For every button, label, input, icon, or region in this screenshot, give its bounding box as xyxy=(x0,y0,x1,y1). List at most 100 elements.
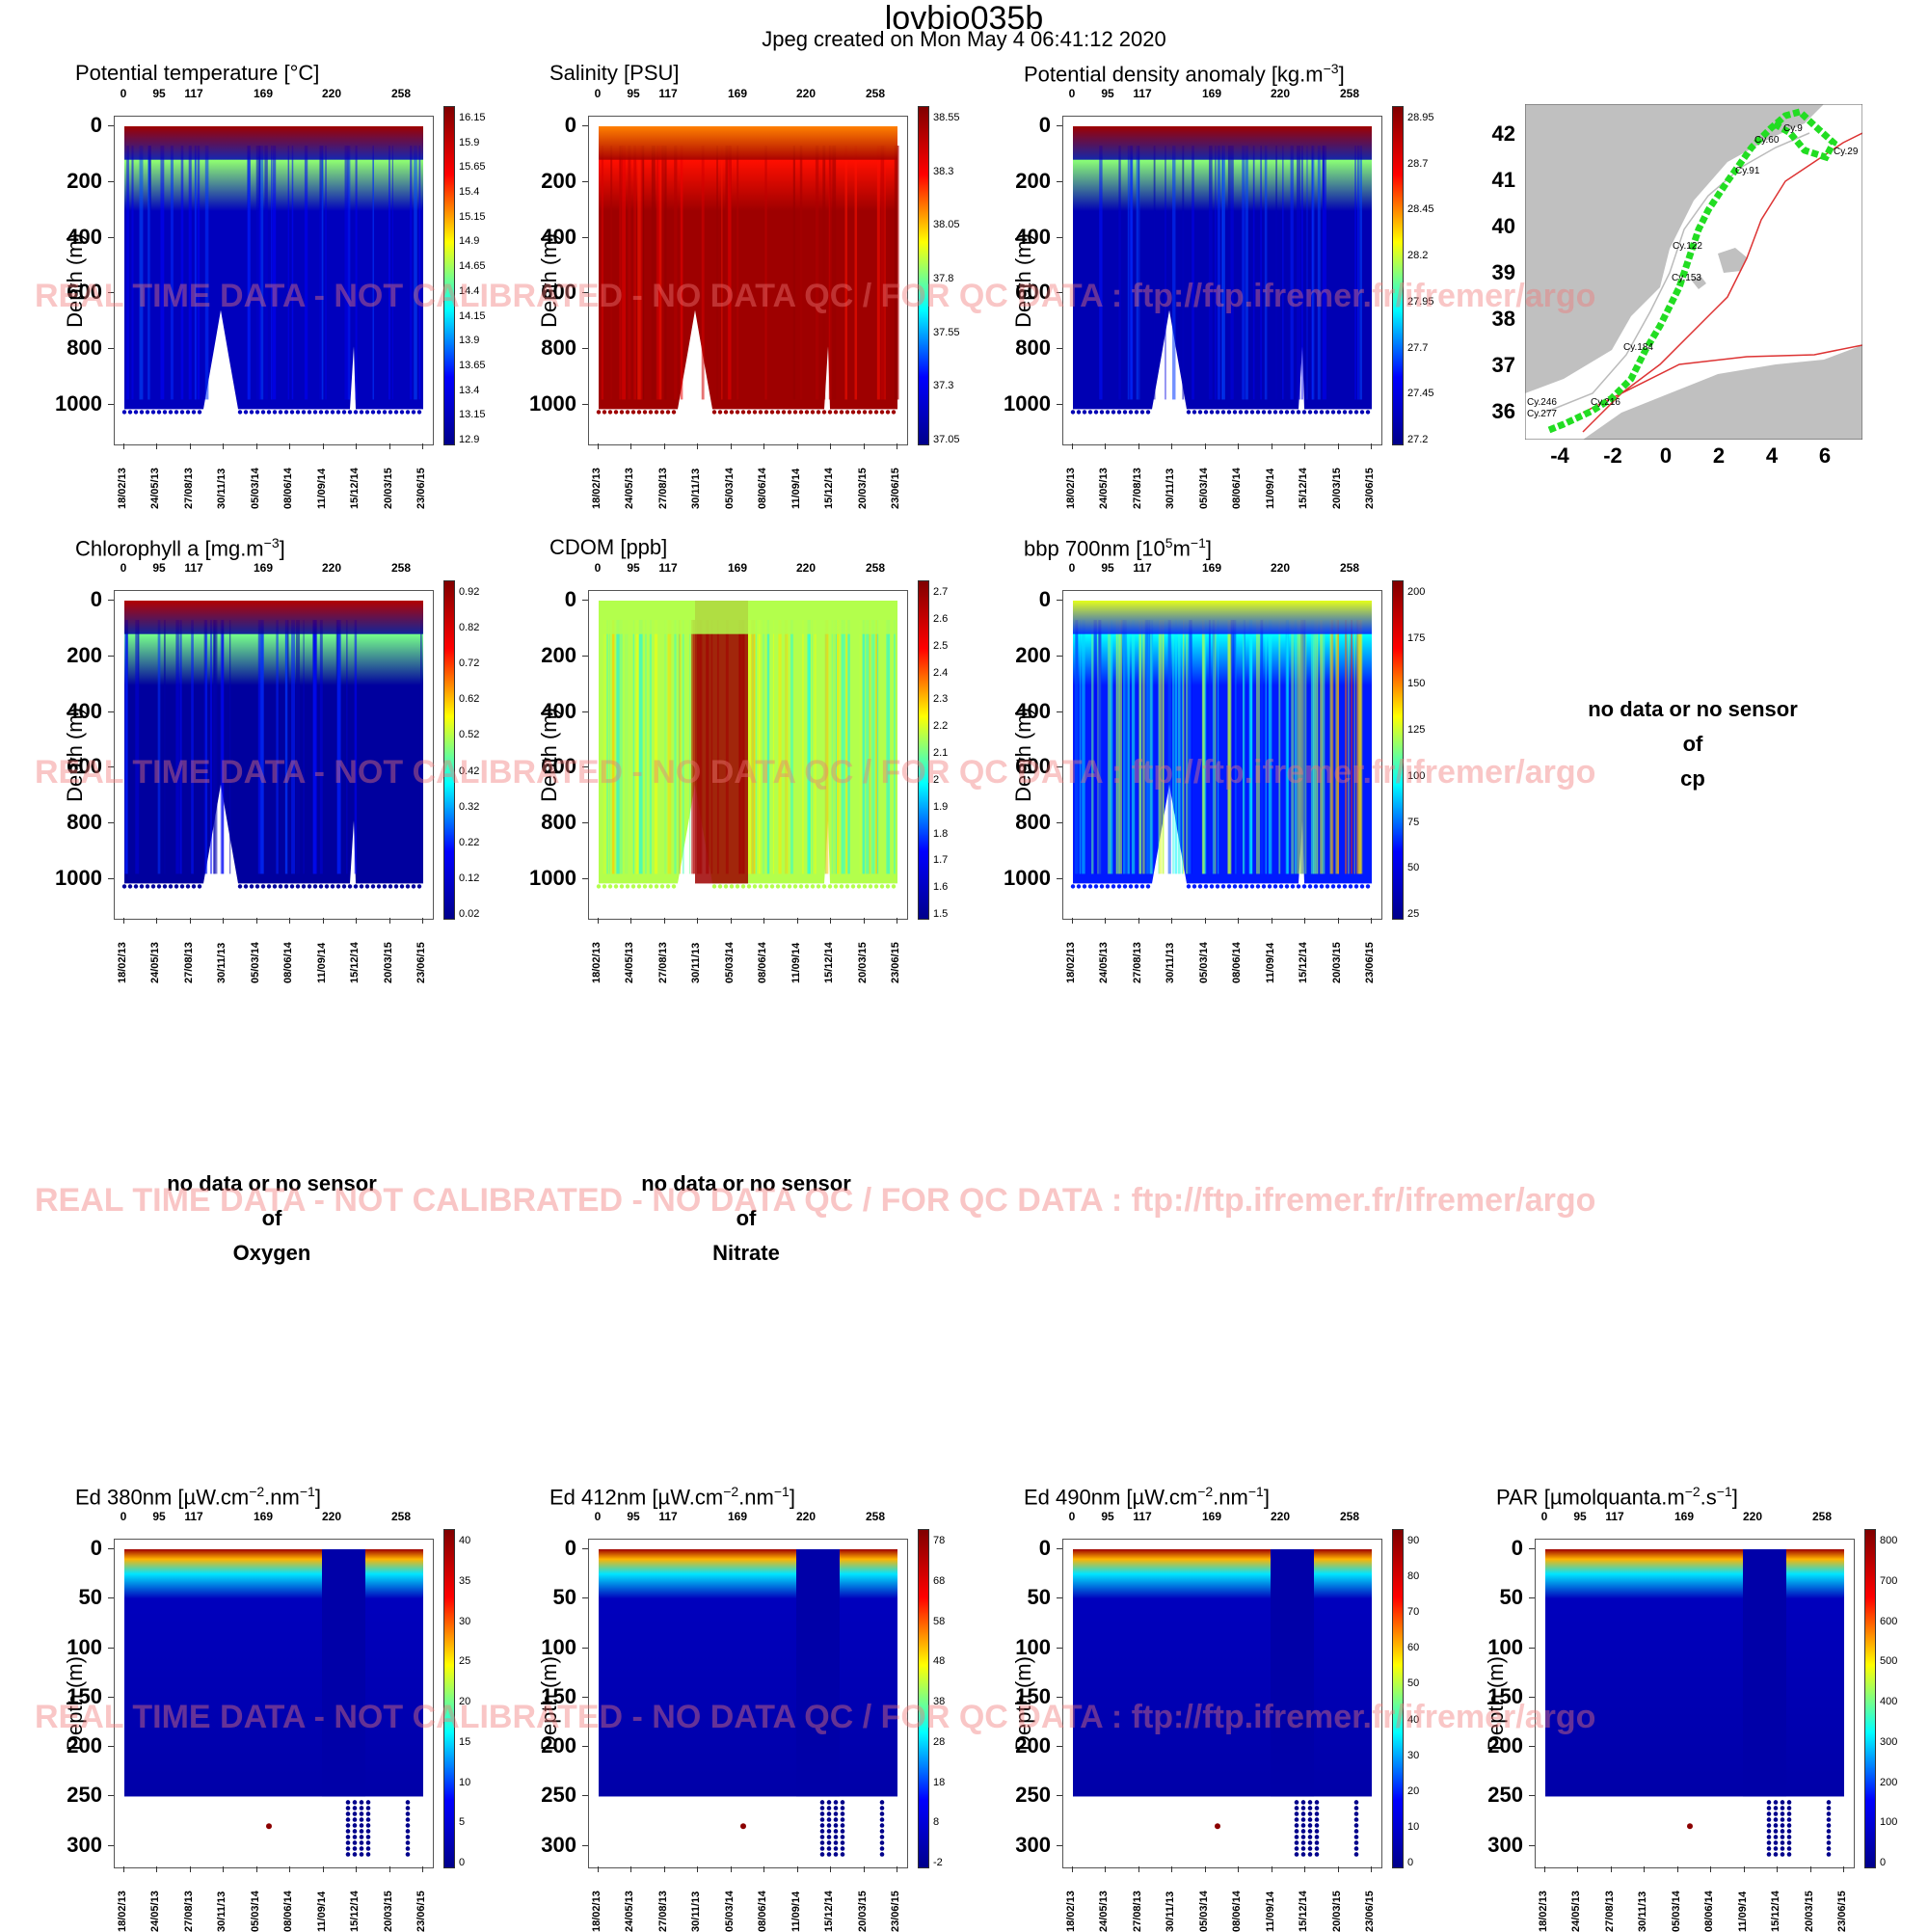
heatmap-area xyxy=(588,116,908,445)
date-tick-label: 27/08/13 xyxy=(656,468,669,509)
colorbar-tick-label: 58 xyxy=(933,1615,946,1627)
axis-tick xyxy=(1057,655,1062,657)
heatmap-svg xyxy=(1545,1549,1844,1857)
colorbar-tick-label: 0.02 xyxy=(459,908,480,920)
depth-tick-label: 600 xyxy=(541,280,576,305)
date-tick-label: 20/03/15 xyxy=(382,468,394,509)
colorbar-tick-label: 27.2 xyxy=(1407,434,1429,445)
date-tick-label: 08/06/14 xyxy=(282,468,295,509)
axis-tick xyxy=(108,180,114,182)
depth-tick-label: 1000 xyxy=(55,391,102,416)
colorbar-tick-label: 15.15 xyxy=(459,210,486,223)
chart-title: Ed 412nm [µW.cm−2.nm−1] xyxy=(549,1484,795,1510)
cycle-tick-label: 95 xyxy=(1101,87,1114,100)
date-tick-label: 24/05/13 xyxy=(1098,1891,1111,1932)
date-tick-label: 18/02/13 xyxy=(1538,1891,1549,1932)
colorbar xyxy=(1392,1529,1404,1868)
axis-tick xyxy=(189,1866,191,1872)
cycle-tick-label: 169 xyxy=(1201,1510,1222,1523)
axis-tick xyxy=(1138,918,1139,924)
axis-tick xyxy=(1304,443,1306,449)
axis-tick xyxy=(108,1746,114,1748)
axis-tick xyxy=(422,1866,423,1872)
chart-title: Chlorophyll a [mg.m−3] xyxy=(75,535,285,561)
colorbar-tick-label: 2.7 xyxy=(933,586,949,598)
depth-tick-label: 250 xyxy=(1015,1783,1051,1808)
axis-tick xyxy=(1105,1866,1107,1872)
cycle-tick-label: 258 xyxy=(390,1510,412,1523)
colorbar-tick-label: 8 xyxy=(933,1816,940,1829)
colorbar-tick-label: 5 xyxy=(459,1816,466,1829)
date-tick-label: 05/03/14 xyxy=(1670,1891,1682,1932)
depth-tick-label: 0 xyxy=(1038,1536,1051,1560)
colorbar-tick-label: 1.9 xyxy=(933,800,949,813)
axis-tick xyxy=(356,443,358,449)
axis-tick xyxy=(1057,766,1062,768)
axis-tick xyxy=(255,1866,257,1872)
axis-tick xyxy=(108,292,114,294)
depth-tick-label: 100 xyxy=(67,1634,102,1659)
axis-tick xyxy=(1171,1866,1173,1872)
date-tick-label: 18/02/13 xyxy=(117,942,128,983)
colorbar-tick-label: 40 xyxy=(459,1535,471,1546)
axis-tick xyxy=(582,180,588,182)
axis-tick xyxy=(730,918,732,924)
axis-tick xyxy=(1171,918,1173,924)
colorbar-tick-label: 300 xyxy=(1880,1735,1898,1748)
date-tick-label: 18/02/13 xyxy=(117,1891,128,1932)
axis-tick xyxy=(582,1647,588,1649)
axis-tick xyxy=(108,1597,114,1599)
date-tick-label: 11/09/14 xyxy=(1264,468,1276,509)
trajectory-map: Cy.9 Cy.60 Cy.29 Cy.91 Cy.122 Cy.153 Cy.… xyxy=(1492,103,1863,468)
axis-tick xyxy=(582,878,588,880)
map-cycle-label: Cy.9 xyxy=(1783,123,1803,134)
colorbar-tick-label: 37.55 xyxy=(933,326,960,338)
colorbar xyxy=(918,1529,929,1868)
date-tick-label: 27/08/13 xyxy=(182,468,195,509)
axis-tick xyxy=(1238,443,1240,449)
cycle-tick-label: 220 xyxy=(321,1510,342,1523)
colorbar-tick-label: 2.5 xyxy=(933,639,949,652)
cycle-tick-label: 258 xyxy=(1339,561,1360,575)
colorbar-tick-label: 10 xyxy=(459,1776,471,1788)
axis-tick xyxy=(123,918,124,924)
date-tick-label: 24/05/13 xyxy=(624,468,636,509)
cycle-tick-label: 117 xyxy=(658,1510,678,1523)
chart-title: CDOM [ppb] xyxy=(549,535,668,559)
axis-tick xyxy=(663,443,665,449)
colorbar-tick-label: 38.05 xyxy=(933,219,960,231)
map-cycle-label: Cy.91 xyxy=(1735,166,1760,176)
depth-tick-label: 200 xyxy=(1487,1733,1523,1758)
colorbar-tick-label: 38.55 xyxy=(933,112,960,123)
nodata-oxygen: no data or no sensor of Oxygen xyxy=(167,1171,377,1265)
date-tick-label: 11/09/14 xyxy=(790,468,802,509)
colorbar-tick-label: 48 xyxy=(933,1655,946,1668)
axis-tick xyxy=(630,443,632,449)
colorbar-tick-label: 1.8 xyxy=(933,827,949,840)
axis-tick xyxy=(1057,822,1062,824)
axis-tick xyxy=(830,1866,832,1872)
colorbar-tick-label: 16.15 xyxy=(459,112,486,123)
figure-title: lovbio035b xyxy=(884,0,1044,37)
depth-tick-label: 200 xyxy=(541,642,576,667)
cycle-tick-label: 95 xyxy=(152,1510,166,1523)
colorbar xyxy=(1392,106,1404,445)
axis-tick xyxy=(322,918,324,924)
axis-tick xyxy=(1777,1866,1779,1872)
heatmap-area xyxy=(1062,116,1382,445)
colorbar-tick-label: 35 xyxy=(459,1574,471,1587)
axis-tick xyxy=(1371,1866,1372,1872)
date-tick-label: 20/03/15 xyxy=(856,1891,869,1932)
depth-tick-label: 0 xyxy=(90,587,102,611)
date-tick-label: 30/11/13 xyxy=(1637,1891,1649,1932)
colorbar-tick-label: 1.7 xyxy=(933,854,949,867)
date-tick-label: 23/06/15 xyxy=(1364,468,1376,509)
axis-tick xyxy=(1138,443,1139,449)
colorbar-tick-label: 18 xyxy=(933,1776,946,1788)
axis-tick xyxy=(663,918,665,924)
axis-tick xyxy=(388,918,390,924)
depth-tick-label: 1000 xyxy=(529,866,576,891)
axis-tick xyxy=(189,443,191,449)
date-tick-label: 30/11/13 xyxy=(216,468,228,509)
date-tick-label: 08/06/14 xyxy=(757,468,769,509)
